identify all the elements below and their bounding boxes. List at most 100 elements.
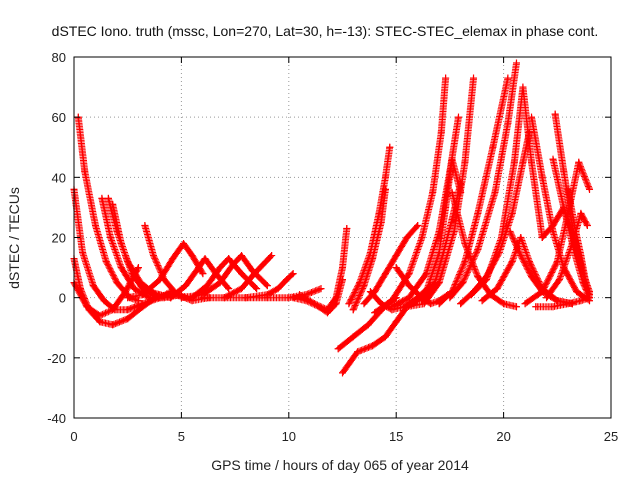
data-point	[124, 315, 132, 323]
data-point	[263, 294, 271, 302]
data-point	[360, 300, 368, 308]
data-point	[203, 282, 211, 290]
data-point	[577, 209, 585, 217]
y-tick-label: 60	[52, 110, 66, 125]
data-point	[289, 270, 297, 278]
data-point	[528, 158, 536, 166]
series-arc20	[345, 143, 394, 308]
data-point	[220, 294, 228, 302]
data-point	[134, 264, 142, 272]
data-point	[199, 270, 207, 278]
data-point	[403, 303, 411, 311]
data-point	[238, 270, 246, 278]
data-point	[100, 297, 108, 305]
data-point	[439, 249, 447, 257]
data-point	[216, 264, 224, 272]
data-point	[377, 218, 385, 226]
y-tick-label: 0	[59, 291, 66, 306]
data-point	[250, 270, 258, 278]
data-point	[504, 74, 512, 82]
data-point	[96, 318, 104, 326]
data-point	[381, 173, 389, 181]
data-point	[238, 285, 246, 293]
data-point	[283, 276, 291, 284]
data-point	[345, 300, 353, 308]
data-point	[517, 252, 525, 260]
data-point	[130, 285, 138, 293]
data-point	[493, 285, 501, 293]
data-point	[581, 276, 589, 284]
data-point	[461, 158, 469, 166]
data-point	[392, 318, 400, 326]
data-point	[104, 194, 112, 202]
series-arc32	[448, 188, 520, 311]
data-point	[371, 309, 379, 317]
data-point	[517, 234, 525, 241]
series-arc09	[124, 240, 207, 302]
data-point	[442, 203, 450, 211]
data-point	[98, 194, 106, 202]
data-point	[583, 221, 591, 229]
data-point	[549, 221, 557, 229]
data-point	[474, 246, 482, 254]
data-point	[500, 300, 508, 308]
data-point	[497, 234, 505, 241]
data-point	[109, 321, 117, 329]
x-tick-label: 5	[178, 429, 185, 444]
data-point	[188, 252, 196, 260]
series-arc17	[296, 224, 351, 314]
data-point	[332, 294, 340, 302]
data-point	[81, 167, 89, 175]
data-point	[418, 234, 426, 241]
data-point	[289, 294, 297, 302]
data-point	[169, 255, 177, 263]
series-arc22	[360, 221, 422, 308]
data-point	[521, 300, 529, 308]
data-point	[296, 291, 304, 299]
data-point	[564, 185, 572, 193]
data-point	[201, 255, 209, 263]
data-point	[418, 297, 426, 305]
y-tick-label: -40	[47, 411, 66, 426]
data-point	[225, 255, 233, 263]
x-axis-label: GPS time / hours of day 065 of year 2014	[211, 457, 469, 473]
data-point	[392, 264, 400, 272]
data-point	[528, 113, 536, 121]
data-point	[259, 261, 267, 269]
data-point	[414, 221, 422, 229]
data-point	[461, 240, 469, 248]
data-point	[560, 203, 568, 211]
data-point	[229, 261, 237, 269]
data-point	[317, 285, 325, 293]
data-point	[139, 303, 147, 311]
data-point	[405, 270, 413, 278]
y-axis-label: dSTEC / TECUs	[6, 187, 22, 289]
data-point	[167, 291, 175, 299]
data-point	[117, 264, 125, 272]
data-point	[437, 128, 445, 136]
data-point	[519, 83, 527, 91]
data-point	[392, 252, 400, 260]
data-point	[149, 252, 157, 260]
data-point	[139, 291, 147, 299]
data-point	[156, 276, 164, 284]
data-point	[141, 221, 149, 229]
data-point	[508, 209, 516, 217]
data-point	[467, 291, 475, 299]
series-arc34	[467, 83, 546, 299]
data-point	[253, 285, 261, 293]
data-point	[102, 258, 110, 266]
data-point	[238, 252, 246, 260]
data-point	[564, 300, 572, 308]
data-point	[409, 300, 417, 308]
data-point	[339, 264, 346, 272]
data-point	[83, 303, 91, 311]
data-point	[491, 188, 499, 196]
data-point	[508, 258, 516, 266]
data-point	[349, 333, 357, 341]
data-point	[216, 279, 224, 287]
data-point	[388, 297, 396, 305]
data-point	[586, 185, 594, 193]
data-point	[403, 234, 411, 241]
y-tick-label: 40	[52, 170, 66, 185]
